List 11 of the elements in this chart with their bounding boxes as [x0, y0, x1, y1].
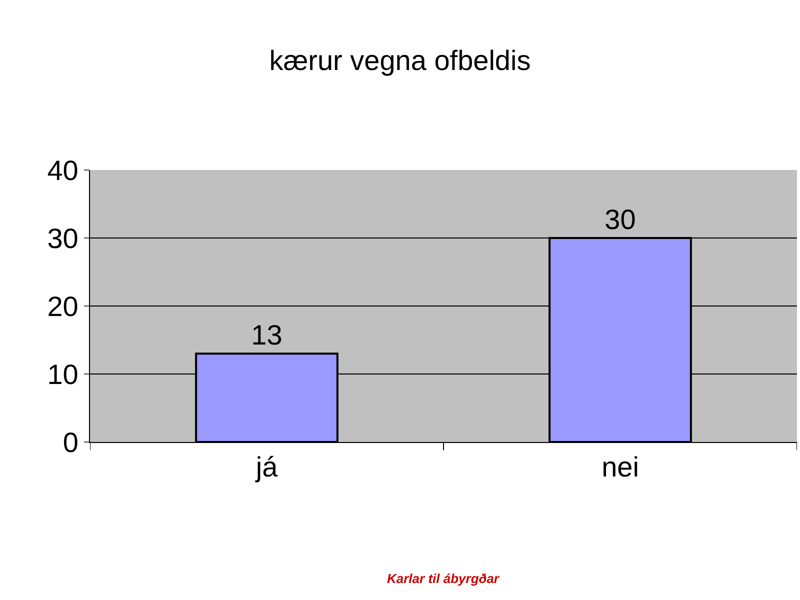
- text: Karlar til ábyrgðar: [387, 571, 500, 586]
- y-tick-label: 10: [47, 358, 78, 390]
- y-tick-label: 20: [47, 290, 78, 322]
- y-tick-label: 30: [47, 222, 78, 254]
- x-tick-label: já: [254, 452, 278, 483]
- data-label: 13: [251, 320, 282, 351]
- y-tick-label: 40: [47, 154, 78, 186]
- x-tick-label: nei: [602, 452, 639, 483]
- data-label: 30: [604, 204, 636, 235]
- y-tick-label: 0: [62, 426, 78, 458]
- chart-title: kærur vegna ofbeldis: [269, 44, 531, 76]
